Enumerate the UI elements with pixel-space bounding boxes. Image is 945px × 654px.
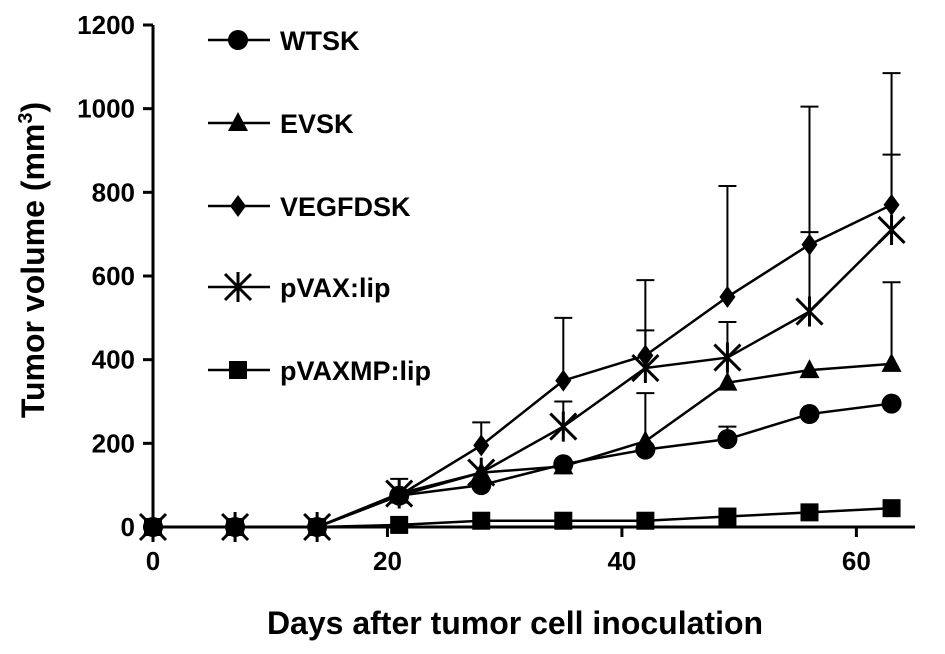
data-point-pvax-lip — [877, 214, 906, 245]
y-tick-label: 800 — [92, 177, 135, 207]
series-lines — [153, 203, 893, 529]
legend-marker-circle — [228, 30, 248, 50]
data-point-vegfdsk — [473, 434, 490, 457]
data-point-vegfdsk — [801, 233, 818, 256]
legend-label: WTSK — [280, 26, 360, 56]
legend: WTSK EVSK VEGFDSK pVAX:lip pVAXMP:lip — [208, 26, 431, 386]
data-point-pvaxmp-lip — [472, 511, 491, 530]
data-point-evsk — [553, 455, 574, 475]
x-axis-label: Days after tumor cell inoculation — [267, 605, 763, 641]
series-markers — [138, 193, 906, 542]
legend-item-wtsk: WTSK — [208, 26, 360, 56]
data-point-pvax-lip — [713, 342, 742, 373]
y-tick-label: 1200 — [77, 10, 135, 40]
y-tick-label: 200 — [92, 428, 135, 458]
data-point-pvax-lip — [467, 457, 496, 488]
y-tick-label: 0 — [121, 512, 135, 542]
legend-marker-diamond — [230, 195, 246, 217]
series-line-wtsk — [153, 402, 892, 529]
ticks: 0 200 400 600 800 1000 1200 0 20 40 60 — [77, 10, 871, 576]
data-point-pvax-lip — [385, 478, 414, 509]
legend-marker-asterisk — [223, 272, 253, 302]
legend-marker-square — [229, 361, 247, 379]
legend-item-evsk: EVSK — [208, 109, 354, 139]
legend-marker-triangle — [228, 112, 248, 131]
data-point-wtsk — [881, 393, 902, 414]
data-point-pvaxmp-lip — [882, 499, 901, 518]
data-point-pvaxmp-lip — [554, 511, 573, 530]
series-line-pvaxmp-lip — [153, 506, 892, 529]
legend-label: pVAX:lip — [280, 273, 391, 303]
series-line-pvax-lip — [153, 229, 893, 529]
y-axis-label-superscript: 3 — [15, 112, 37, 123]
legend-label: EVSK — [280, 109, 354, 139]
axes — [151, 25, 915, 529]
x-tick-label: 0 — [146, 546, 160, 576]
data-point-pvaxmp-lip — [636, 511, 655, 530]
legend-label: pVAXMP:lip — [280, 356, 431, 386]
legend-label: VEGFDSK — [280, 192, 411, 222]
legend-item-pvaxmp-lip: pVAXMP:lip — [208, 356, 431, 386]
data-point-pvaxmp-lip — [800, 503, 819, 522]
y-axis-label-main: Tumor volume (mm — [15, 124, 51, 419]
data-point-evsk — [717, 371, 738, 391]
y-tick-label: 600 — [92, 261, 135, 291]
series-line-vegfdsk — [153, 203, 893, 529]
data-point-vegfdsk — [555, 369, 572, 392]
y-tick-label: 1000 — [77, 94, 135, 124]
x-tick-label: 60 — [842, 546, 871, 576]
data-point-pvax-lip — [795, 296, 824, 327]
legend-item-pvax-lip: pVAX:lip — [208, 272, 391, 303]
data-point-wtsk — [799, 404, 820, 425]
series-line-evsk — [153, 362, 892, 529]
data-point-pvaxmp-lip — [718, 507, 737, 526]
data-point-pvaxmp-lip — [390, 515, 409, 534]
data-point-vegfdsk — [883, 193, 900, 216]
data-point-pvax-lip — [549, 411, 578, 442]
data-point-vegfdsk — [719, 285, 736, 308]
y-axis-label: Tumor volume (mm3) — [15, 102, 51, 418]
x-tick-label: 40 — [607, 546, 636, 576]
legend-item-vegfdsk: VEGFDSK — [208, 192, 411, 222]
y-tick-label: 400 — [92, 345, 135, 375]
data-point-wtsk — [717, 429, 738, 450]
data-point-evsk — [635, 430, 656, 450]
y-axis-label-close: ) — [15, 102, 51, 113]
data-point-pvax-lip — [631, 353, 660, 384]
x-tick-label: 20 — [373, 546, 402, 576]
data-point-evsk — [799, 359, 820, 379]
data-point-evsk — [881, 352, 902, 372]
